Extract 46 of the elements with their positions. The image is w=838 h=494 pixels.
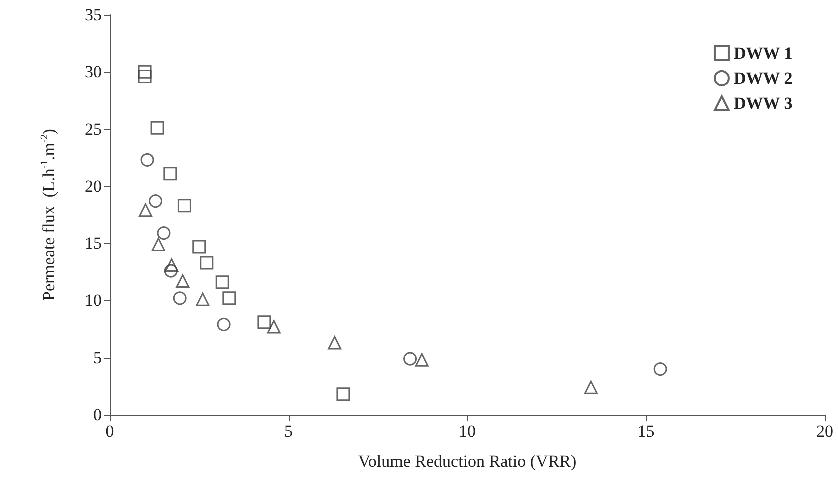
point — [216, 276, 230, 290]
y-tick-label: 15 — [85, 234, 102, 254]
point — [149, 194, 163, 208]
point — [267, 320, 281, 334]
point — [217, 318, 231, 332]
point — [200, 256, 214, 270]
legend-label: DWW 2 — [734, 69, 793, 88]
point — [139, 204, 152, 218]
x-tick-label: 0 — [106, 422, 114, 441]
y-tick-label: 20 — [85, 176, 102, 196]
point — [258, 316, 272, 330]
point — [164, 167, 178, 181]
point — [404, 352, 418, 366]
point — [415, 353, 429, 367]
point — [138, 70, 152, 84]
point — [328, 336, 342, 350]
y-tick-label: 25 — [85, 120, 102, 139]
point — [196, 292, 210, 306]
x-tick-label: 15 — [638, 422, 655, 441]
x-axis-title: Volume Reduction Ratio (VRR) — [358, 452, 577, 471]
point — [150, 121, 164, 135]
point — [222, 292, 236, 306]
legend-label: DWW 3 — [734, 94, 793, 113]
point — [164, 264, 178, 278]
point — [176, 274, 190, 288]
point — [178, 199, 192, 213]
y-tick-label: 5 — [94, 348, 102, 368]
point — [140, 153, 154, 167]
point — [192, 240, 206, 254]
y-tick-label: 0 — [94, 406, 102, 424]
point — [336, 388, 350, 402]
point — [654, 362, 668, 376]
y-tick-label: 35 — [85, 6, 102, 24]
x-tick-label: 10 — [459, 422, 476, 441]
y-tick-label: 10 — [85, 291, 102, 310]
point — [138, 65, 152, 79]
y-tick-label: 30 — [85, 62, 102, 82]
point — [152, 238, 166, 252]
point — [165, 258, 179, 272]
point — [584, 380, 598, 394]
point — [157, 226, 171, 240]
x-tick-label: 20 — [816, 422, 834, 441]
point — [173, 292, 187, 306]
legend-label: DWW 1 — [734, 44, 793, 63]
y-axis-title: Permeate flux (L.h-1.m-2) — [40, 129, 58, 301]
x-tick-label: 5 — [284, 422, 293, 441]
